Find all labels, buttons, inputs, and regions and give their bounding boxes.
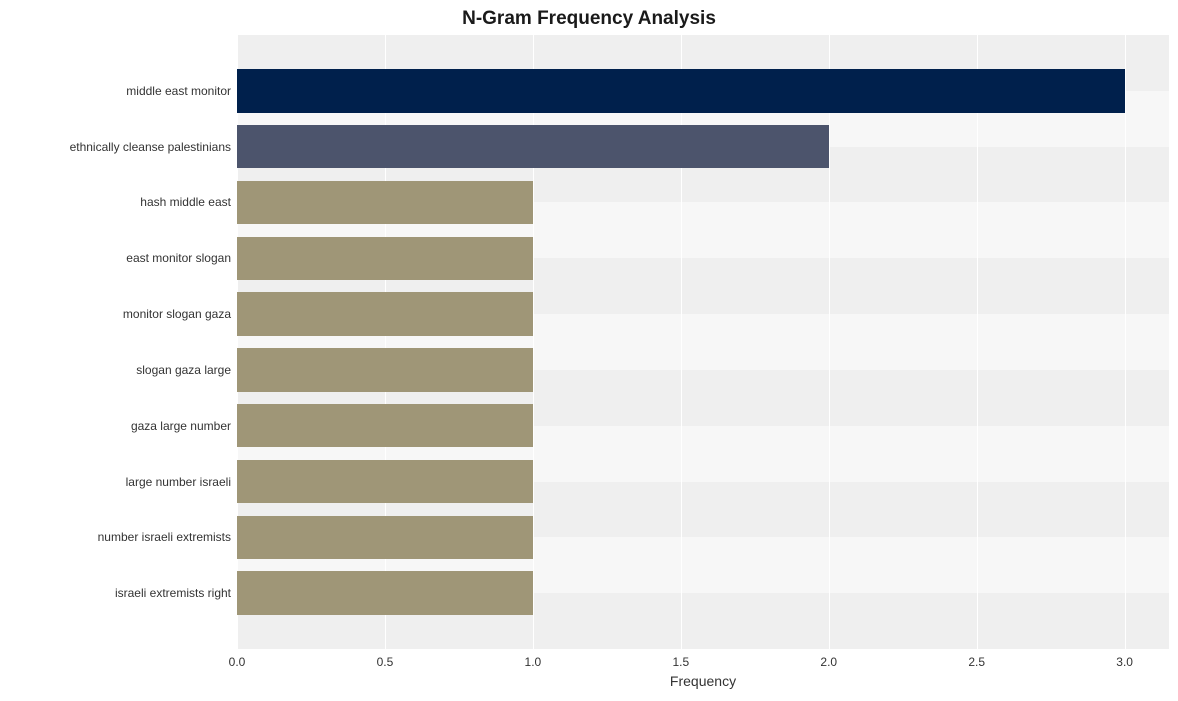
gridline <box>1125 35 1126 649</box>
bar <box>237 404 533 448</box>
x-tick-label: 2.0 <box>820 655 837 669</box>
plot-area <box>237 35 1169 649</box>
bar <box>237 292 533 336</box>
x-tick-label: 2.5 <box>968 655 985 669</box>
x-tick-label: 3.0 <box>1116 655 1133 669</box>
chart-title: N-Gram Frequency Analysis <box>0 8 1178 30</box>
bar <box>237 571 533 615</box>
y-tick-label: large number israeli <box>126 475 231 489</box>
x-tick-label: 1.0 <box>525 655 542 669</box>
bar <box>237 516 533 560</box>
y-tick-label: ethnically cleanse palestinians <box>70 140 231 154</box>
bar <box>237 69 1125 113</box>
gridline <box>829 35 830 649</box>
bar <box>237 181 533 225</box>
y-tick-label: east monitor slogan <box>126 251 231 265</box>
bar <box>237 348 533 392</box>
y-tick-label: gaza large number <box>131 419 231 433</box>
bar <box>237 460 533 504</box>
x-tick-label: 0.0 <box>229 655 246 669</box>
gridline <box>977 35 978 649</box>
y-tick-label: hash middle east <box>140 195 231 209</box>
y-tick-label: number israeli extremists <box>98 530 231 544</box>
y-tick-label: middle east monitor <box>126 84 231 98</box>
bar <box>237 125 829 169</box>
x-tick-label: 1.5 <box>672 655 689 669</box>
ngram-frequency-chart: N-Gram Frequency Analysis Frequency 0.0 0… <box>0 0 1178 701</box>
y-tick-label: monitor slogan gaza <box>123 307 231 321</box>
y-tick-label: slogan gaza large <box>136 363 231 377</box>
y-tick-label: israeli extremists right <box>115 586 231 600</box>
x-axis-label: Frequency <box>237 673 1169 689</box>
bar <box>237 237 533 281</box>
x-tick-label: 0.5 <box>377 655 394 669</box>
